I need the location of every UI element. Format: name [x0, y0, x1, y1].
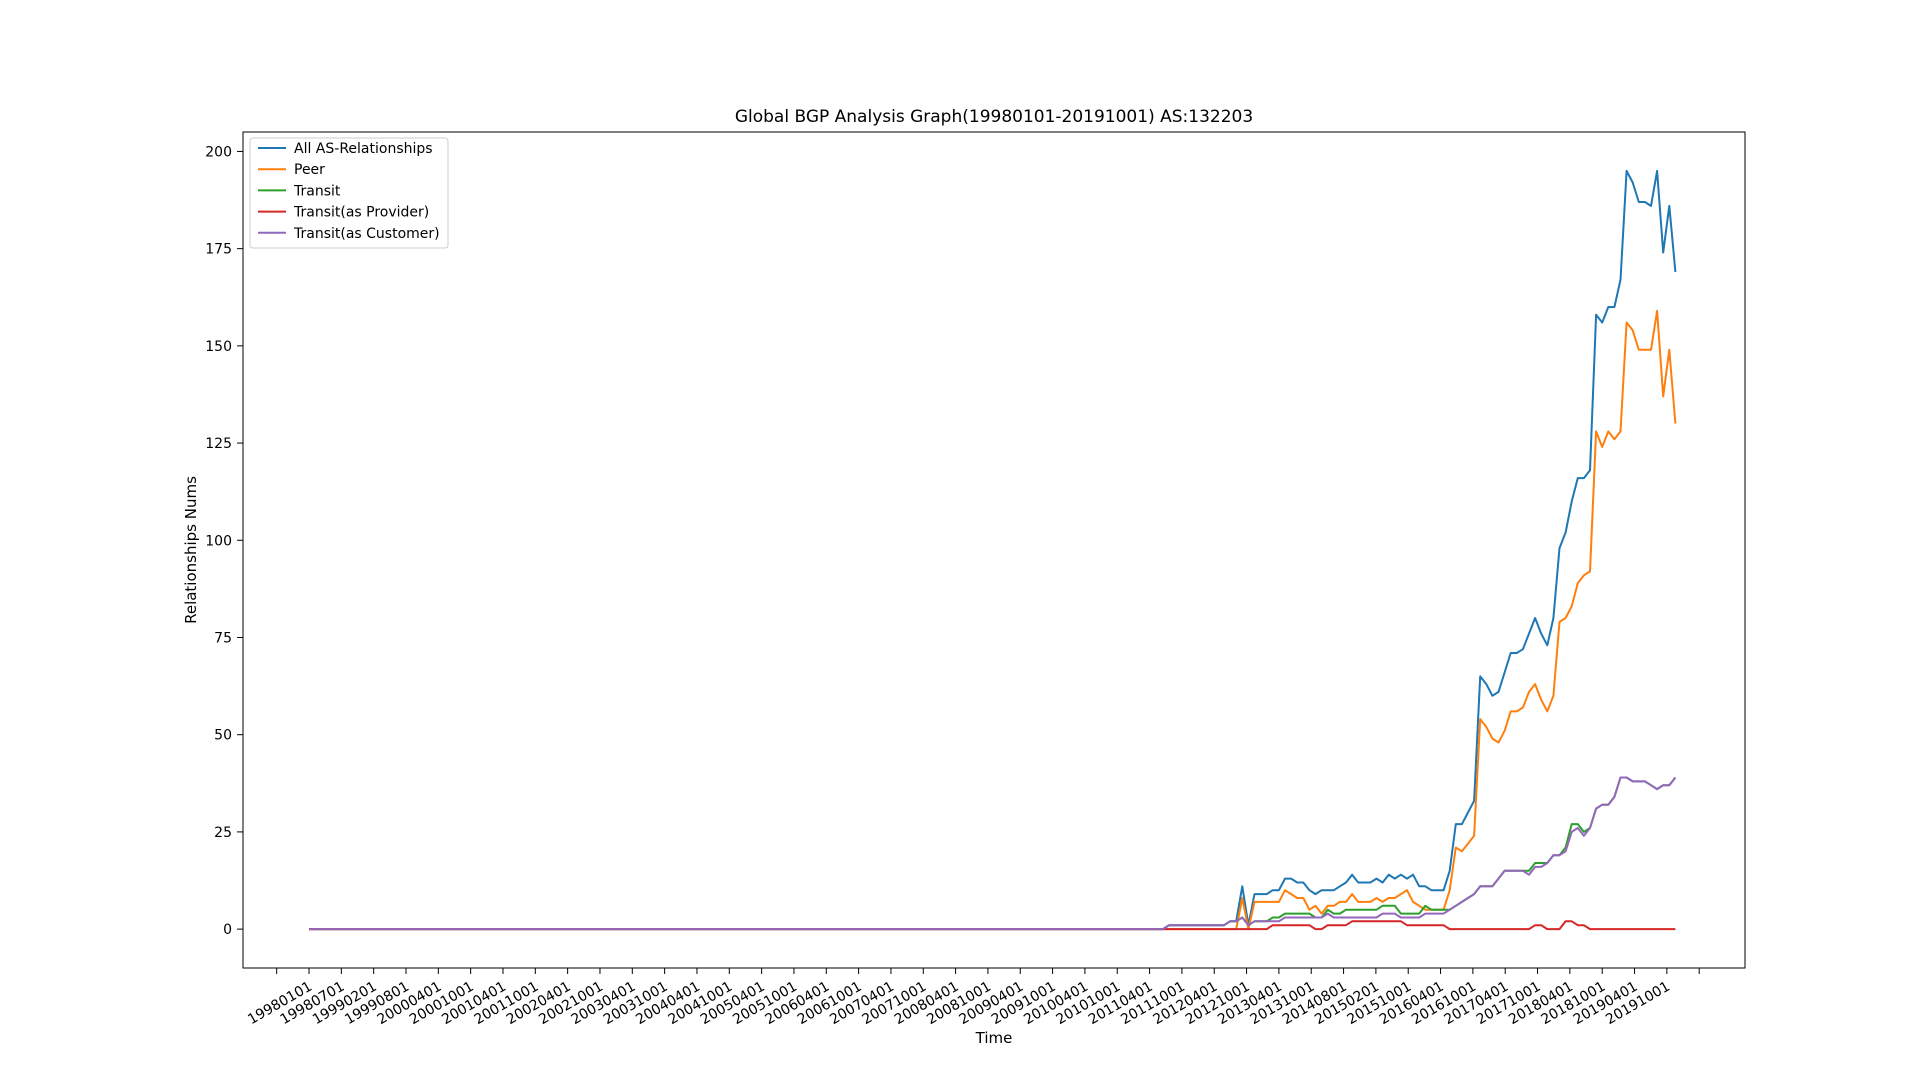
y-tick-label: 25 — [214, 825, 232, 841]
series-line-2 — [309, 309, 1677, 931]
y-tick-label: 125 — [205, 436, 232, 452]
y-tick-label: 75 — [214, 630, 232, 646]
chart-title: Global BGP Analysis Graph(19980101-20191… — [735, 107, 1253, 127]
y-tick-label: 0 — [223, 922, 232, 938]
legend-label: Transit — [293, 183, 341, 199]
series-line-1 — [309, 169, 1677, 931]
legend-label: Transit(as Provider) — [293, 205, 429, 221]
y-tick-label: 175 — [205, 242, 232, 258]
series-line-4 — [309, 920, 1676, 931]
y-tick-label: 150 — [205, 339, 232, 355]
x-axis: 1998010119980701199902011999080120000401… — [245, 968, 1700, 1028]
series-line-5 — [309, 776, 1677, 931]
legend-label: Transit(as Customer) — [293, 226, 440, 242]
legend-label: All AS-Relationships — [294, 141, 433, 157]
y-tick-label: 100 — [205, 533, 232, 549]
series-layer — [309, 169, 1677, 931]
y-tick-label: 50 — [214, 728, 232, 744]
y-axis-title: Relationships Nums — [182, 476, 200, 624]
plot-frame — [242, 131, 1746, 969]
y-tick-label: 200 — [205, 144, 232, 160]
legend: All AS-Relationships Peer Transit Transit(a… — [249, 137, 449, 249]
y-axis: 0 25 50 75 100 125 150 175 200 — [205, 144, 243, 938]
x-axis-title: Time — [975, 1029, 1013, 1047]
series-line-3 — [309, 776, 1677, 931]
legend-label: Peer — [294, 162, 325, 178]
legend-box — [249, 137, 449, 249]
